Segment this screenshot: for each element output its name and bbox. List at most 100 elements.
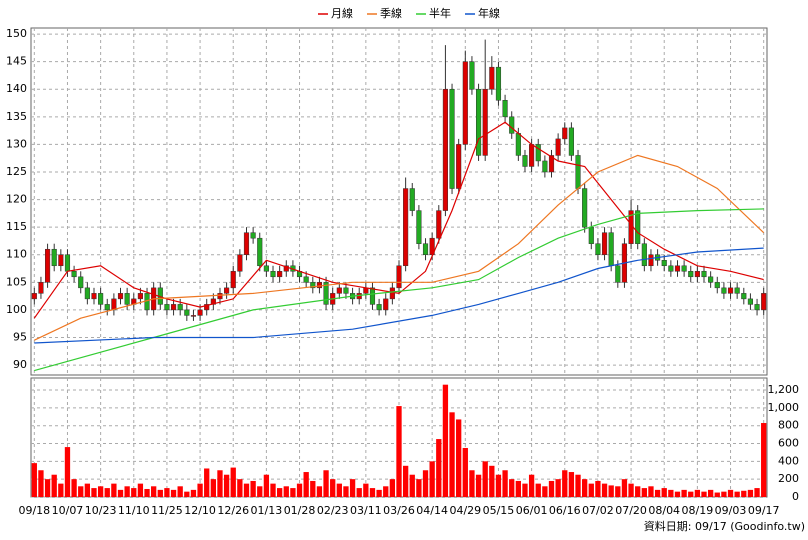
candle-body (509, 116, 515, 134)
volume-bar (475, 474, 482, 497)
candle-body (416, 210, 422, 244)
x-tick-label: 05/15 (483, 504, 515, 517)
volume-bar (509, 479, 515, 497)
candle-body (237, 254, 243, 272)
y-tick-label: 135 (6, 110, 27, 123)
x-tick-label: 08/19 (682, 504, 714, 517)
candle-body (661, 260, 667, 267)
candle-body (303, 276, 309, 283)
volume-bar (230, 467, 236, 497)
candle-body (389, 287, 395, 300)
candle-body (575, 155, 581, 189)
volume-bar (707, 489, 714, 497)
y-tick-label: 90 (13, 358, 27, 371)
candle-body (761, 293, 767, 311)
volume-bar (741, 490, 747, 497)
volume-bar (84, 483, 91, 497)
volume-bar (734, 491, 740, 497)
volume-bar (542, 486, 548, 497)
volume-bar (562, 470, 568, 497)
volume-bar (190, 489, 197, 497)
y-tick-label: 130 (6, 137, 27, 150)
candle-body (535, 144, 541, 162)
candle-body (98, 293, 104, 305)
candle-body (270, 271, 276, 278)
ma-line (34, 154, 765, 341)
candle-body (495, 66, 502, 101)
candle-body (475, 88, 482, 156)
volume-bar (396, 406, 402, 497)
volume-bar (197, 483, 203, 497)
volume-bar (694, 489, 701, 497)
candle-body (31, 293, 37, 300)
volume-bar (754, 488, 760, 497)
volume-bar (383, 486, 389, 497)
volume-bar (303, 472, 309, 497)
y-tick-label: 140 (6, 82, 27, 95)
volume-bar (71, 479, 77, 497)
candle-body (396, 265, 402, 289)
x-tick-label: 04/14 (416, 504, 448, 517)
candle-body (449, 88, 455, 189)
volume-bar (210, 479, 216, 497)
candle-body (78, 276, 84, 289)
candle-body (310, 282, 316, 289)
candle-body (701, 271, 707, 278)
volume-bar (648, 486, 654, 497)
candle-body (104, 304, 110, 311)
volume-bar (270, 483, 276, 497)
volume-bar (456, 419, 462, 497)
candle-body (316, 282, 323, 289)
volume-bar (316, 486, 323, 497)
candle-body (741, 293, 747, 300)
candle-body (277, 271, 283, 278)
x-tick-label: 01/28 (284, 504, 316, 517)
candle-body (376, 304, 382, 311)
volume-bar (44, 479, 51, 497)
y-tick-label: 110 (6, 248, 27, 261)
volume-bar (223, 474, 230, 497)
legend-label: 半年 (429, 6, 451, 20)
volume-bar (489, 465, 495, 497)
candle-body (727, 287, 734, 294)
volume-bar (714, 492, 720, 497)
candle-body (648, 254, 654, 267)
volume-bar (283, 486, 289, 497)
candle-body (469, 61, 475, 90)
volume-bar (416, 479, 422, 497)
volume-bar (257, 486, 263, 497)
candle-body (323, 282, 329, 305)
x-tick-label: 03/26 (383, 504, 415, 517)
candle-body (555, 138, 561, 156)
candle-body (694, 271, 700, 278)
candle-body (58, 254, 64, 267)
volume-bar (363, 483, 369, 497)
candle-body (681, 265, 687, 272)
volume-bar (51, 474, 57, 497)
volume-bar (429, 461, 435, 497)
x-tick-label: 09/17 (748, 504, 780, 517)
y-tick-label: 95 (13, 330, 27, 343)
candle-body (515, 133, 521, 156)
volume-bar (422, 470, 429, 497)
x-tick-label: 07/02 (582, 504, 614, 517)
volume-tick-label: 400 (778, 454, 799, 467)
volume-bar (601, 483, 608, 497)
volume-bar (124, 486, 130, 497)
candle-body (588, 226, 594, 244)
volume-bar (654, 489, 661, 497)
candle-body (582, 188, 588, 228)
volume-bar (177, 486, 183, 497)
x-tick-label: 11/10 (118, 504, 150, 517)
x-tick-label: 07/20 (615, 504, 647, 517)
legend-label: 季線 (380, 6, 402, 20)
volume-bar (409, 474, 415, 497)
candle-body (263, 265, 269, 272)
volume-bar (462, 447, 468, 497)
candle-body (409, 188, 415, 211)
candle-body (708, 276, 714, 283)
candle-body (230, 271, 236, 289)
ma-line (34, 208, 764, 372)
volume-bar (515, 480, 522, 497)
legend-label: 月線 (331, 6, 353, 20)
